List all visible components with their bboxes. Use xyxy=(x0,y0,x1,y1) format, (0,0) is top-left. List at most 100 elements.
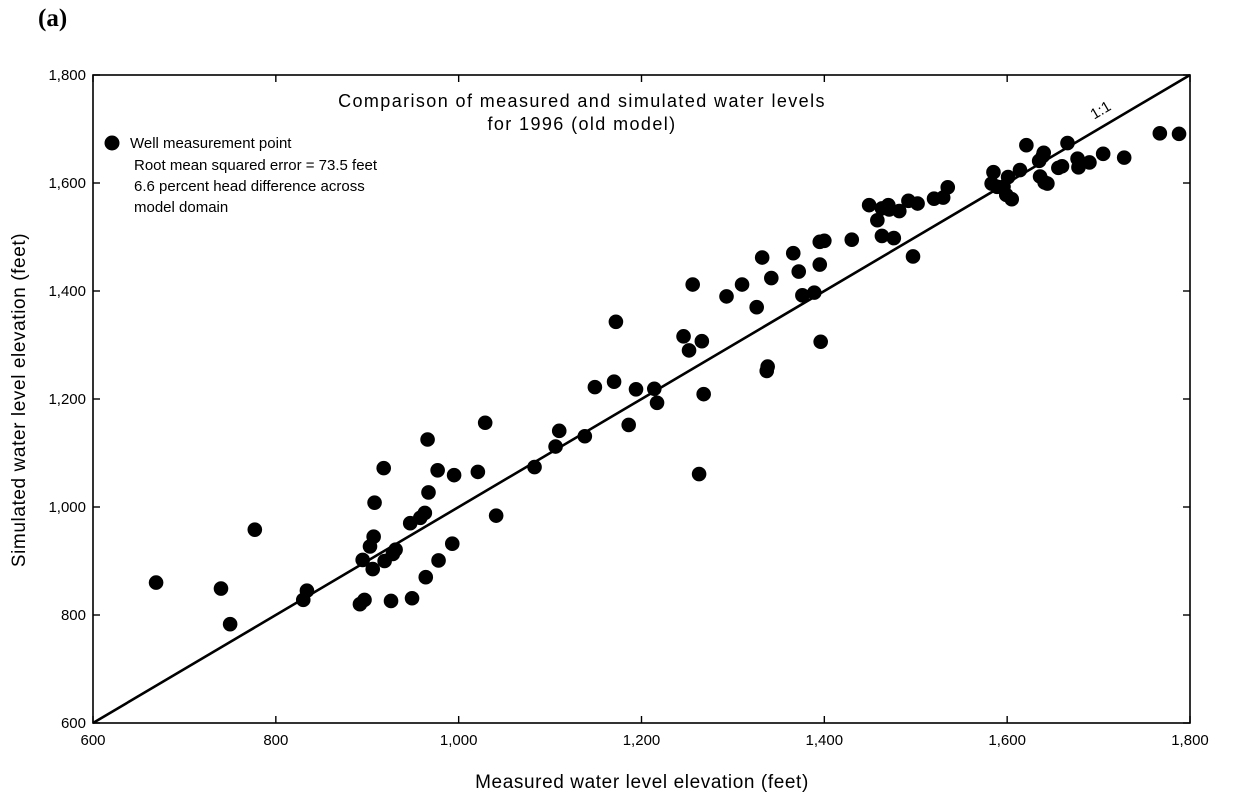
data-point xyxy=(1019,137,1034,153)
data-point xyxy=(1060,135,1075,151)
data-point xyxy=(685,277,700,292)
y-axis-title: Simulated water level elevation (feet) xyxy=(9,233,30,567)
data-point xyxy=(551,423,567,439)
data-point xyxy=(376,460,392,476)
legend-label: Well measurement point xyxy=(130,135,292,152)
x-tick-label: 1,000 xyxy=(440,732,478,749)
data-point xyxy=(444,536,460,552)
data-point xyxy=(646,381,662,397)
legend-note: model domain xyxy=(134,199,228,216)
data-point xyxy=(1054,158,1070,174)
data-point xyxy=(1095,146,1111,162)
data-point xyxy=(754,250,770,265)
data-point xyxy=(1071,160,1086,175)
data-point xyxy=(488,508,504,523)
data-point xyxy=(420,432,435,447)
data-point xyxy=(606,374,622,390)
data-point xyxy=(1040,176,1055,191)
data-point xyxy=(649,395,665,411)
data-point xyxy=(813,334,828,350)
data-point xyxy=(366,529,381,544)
data-point xyxy=(421,485,436,500)
data-point xyxy=(383,593,399,609)
data-point xyxy=(621,417,637,433)
data-point xyxy=(247,522,263,537)
data-point xyxy=(1004,191,1020,207)
legend-marker xyxy=(104,135,120,151)
y-tick-label: 1,400 xyxy=(48,283,86,300)
data-point xyxy=(1116,150,1132,165)
data-point xyxy=(694,333,710,349)
data-point xyxy=(910,196,925,211)
panel-label: (a) xyxy=(38,5,68,32)
data-point xyxy=(367,495,382,510)
data-point xyxy=(806,285,822,300)
data-point xyxy=(548,439,563,454)
data-point xyxy=(760,359,775,374)
data-point xyxy=(874,228,890,244)
data-point xyxy=(577,428,593,444)
data-point xyxy=(905,249,921,264)
data-point xyxy=(148,575,164,590)
y-tick-label: 1,800 xyxy=(48,67,86,84)
data-point xyxy=(1000,169,1016,185)
data-point xyxy=(357,592,372,608)
data-point xyxy=(388,542,403,557)
data-point xyxy=(222,616,238,632)
chart-title-line: Comparison of measured and simulated wat… xyxy=(338,91,826,111)
data-point xyxy=(527,459,542,475)
data-point xyxy=(844,232,860,247)
data-point xyxy=(1171,126,1187,142)
data-point xyxy=(886,230,902,246)
data-point xyxy=(681,343,697,358)
data-point xyxy=(365,561,381,577)
legend-note: 6.6 percent head difference across xyxy=(134,178,365,195)
x-tick-label: 600 xyxy=(80,732,105,749)
x-tick-label: 800 xyxy=(263,732,288,749)
data-point xyxy=(764,270,779,286)
data-point xyxy=(477,415,493,431)
data-point xyxy=(986,164,1001,180)
x-tick-label: 1,400 xyxy=(806,732,844,749)
one-to-one-label: 1:1 xyxy=(1088,98,1115,123)
data-point xyxy=(940,180,956,195)
data-point xyxy=(1036,145,1052,161)
y-tick-label: 800 xyxy=(61,607,86,624)
data-point xyxy=(812,257,828,272)
legend: Well measurement point Root mean squared … xyxy=(104,135,378,216)
y-tick-label: 1,200 xyxy=(48,391,86,408)
axis-ticks: 600 800 1,000 1,200 1,400 1,600 1,800 600 800 1,0… xyxy=(48,67,1208,749)
data-point xyxy=(891,203,907,219)
data-point xyxy=(1012,162,1028,178)
data-point xyxy=(587,379,603,395)
data-point xyxy=(817,233,832,249)
data-point xyxy=(430,462,445,478)
data-point xyxy=(404,590,420,606)
data-point xyxy=(628,381,644,397)
chart-title: Comparison of measured and simulated wat… xyxy=(338,91,826,134)
data-point xyxy=(355,552,370,568)
data-point xyxy=(299,583,315,598)
data-point xyxy=(213,581,229,596)
data-point xyxy=(870,212,885,228)
x-tick-label: 1,800 xyxy=(1171,732,1209,749)
legend-note: Root mean squared error = 73.5 feet xyxy=(134,157,378,174)
data-point xyxy=(676,329,691,344)
y-tick-label: 1,600 xyxy=(48,175,86,192)
data-point xyxy=(719,289,734,304)
data-point xyxy=(417,505,433,521)
data-point xyxy=(470,464,486,480)
data-point xyxy=(749,299,764,315)
data-point xyxy=(431,553,446,568)
data-point xyxy=(791,264,807,279)
data-point xyxy=(1082,155,1097,170)
x-tick-label: 1,200 xyxy=(623,732,661,749)
data-point xyxy=(691,466,707,482)
x-tick-label: 1,600 xyxy=(988,732,1026,749)
y-tick-label: 1,000 xyxy=(48,499,86,516)
y-tick-label: 600 xyxy=(61,715,86,732)
data-point xyxy=(734,277,750,292)
data-point xyxy=(1152,126,1168,141)
data-point xyxy=(795,288,810,303)
x-axis-title: Measured water level elevation (feet) xyxy=(475,772,809,793)
